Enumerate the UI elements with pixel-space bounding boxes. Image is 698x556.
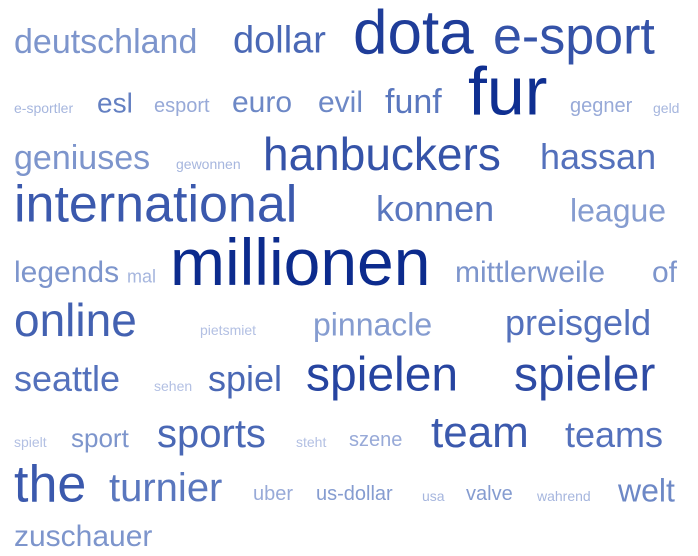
word-millionen: millionen [170, 225, 431, 300]
word-the: the [14, 455, 87, 514]
word-of: of [652, 256, 678, 289]
word-pietsmiet: pietsmiet [200, 321, 257, 338]
word-gewonnen: gewonnen [176, 155, 241, 172]
word-valve: valve [466, 483, 513, 505]
word-turnier: turnier [109, 466, 223, 510]
word-dota: dota [353, 0, 474, 68]
word-mittlerweile: mittlerweile [455, 256, 606, 289]
word-esl: esl [97, 87, 133, 119]
word-spiel: spiel [208, 358, 283, 400]
word-konnen: konnen [376, 188, 495, 230]
word-spieler: spieler [514, 348, 656, 402]
word-hanbuckers: hanbuckers [263, 128, 501, 181]
word-mal: mal [127, 266, 157, 287]
word-deutschland: deutschland [14, 22, 198, 61]
word-szene: szene [349, 429, 403, 451]
word-wahrend: wahrend [537, 487, 591, 504]
word-usa: usa [422, 487, 445, 504]
word-welt: welt [618, 472, 675, 509]
word-geniuses: geniuses [14, 138, 151, 177]
word-funf: funf [385, 82, 442, 121]
word-seattle: seattle [14, 358, 121, 400]
word-legends: legends [14, 256, 120, 289]
word-e-sport: e-sport [493, 7, 655, 66]
word-spielen: spielen [306, 348, 459, 402]
word-team: team [431, 407, 529, 457]
word-sport: sport [71, 423, 129, 454]
word-uber: uber [253, 483, 294, 505]
word-spielt: spielt [14, 433, 47, 450]
word-us-dollar: us-dollar [316, 483, 393, 505]
word-international: international [14, 175, 298, 234]
word-online: online [14, 294, 137, 347]
word-sehen: sehen [154, 377, 193, 394]
word-preisgeld: preisgeld [505, 302, 652, 344]
word-hassan: hassan [540, 136, 657, 178]
word-geld: geld [653, 99, 680, 116]
word-teams: teams [565, 414, 664, 456]
word-fur: fur [468, 53, 548, 130]
word-esport: esport [154, 95, 210, 117]
word-e-sportler: e-sportler [14, 99, 74, 116]
word-pinnacle: pinnacle [313, 306, 433, 343]
word-steht: steht [296, 433, 327, 450]
word-gegner: gegner [570, 95, 633, 117]
word-league: league [570, 192, 667, 229]
word-euro: euro [232, 86, 293, 119]
word-dollar: dollar [233, 19, 326, 62]
word-evil: evil [318, 86, 364, 119]
word-sports: sports [157, 412, 266, 456]
word-zuschauer: zuschauer [14, 520, 153, 553]
